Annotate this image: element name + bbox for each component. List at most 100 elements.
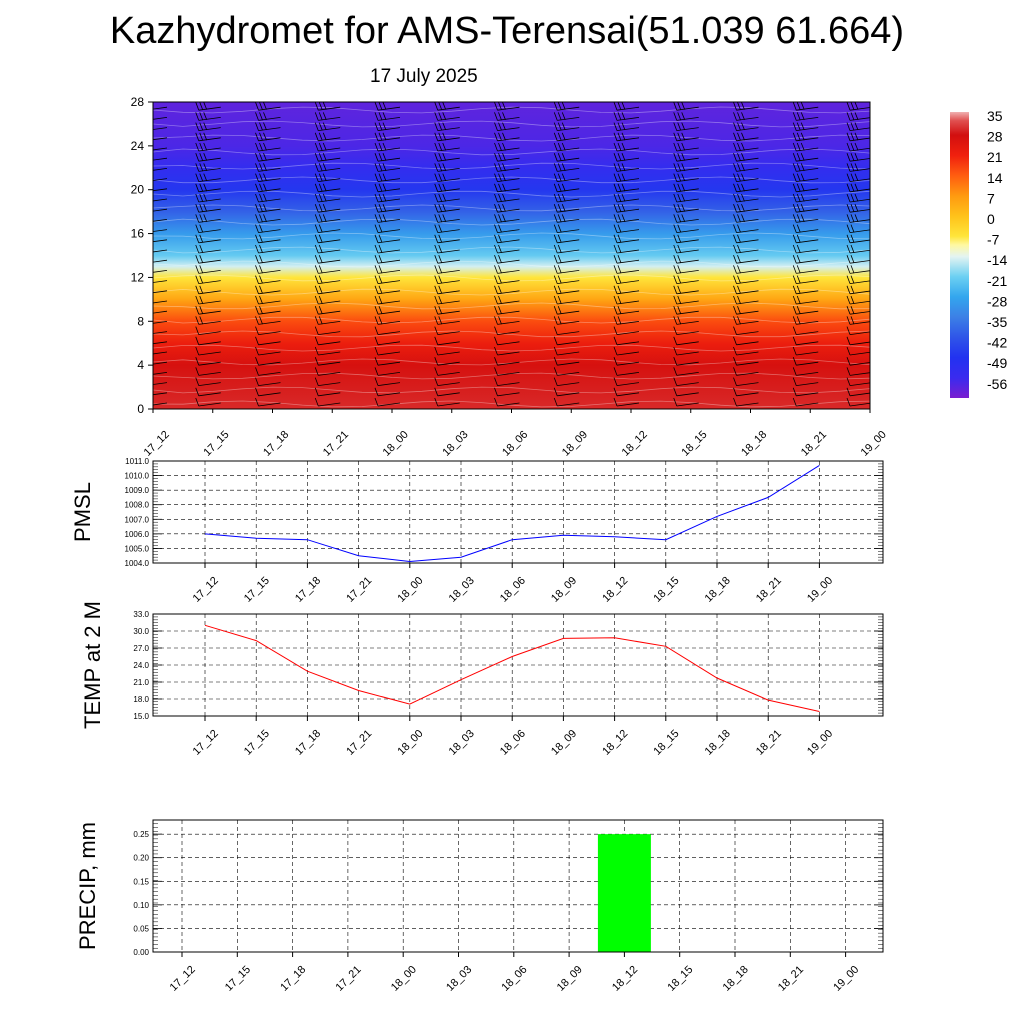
wind-barb-flag xyxy=(681,214,686,222)
wind-barb-flag xyxy=(314,102,319,111)
wind-barb-flag xyxy=(733,112,737,121)
wind-barb-flag xyxy=(850,173,855,182)
wind-barb-flag xyxy=(434,234,439,243)
wind-barb-flag xyxy=(199,183,204,192)
wind-barb xyxy=(796,351,819,356)
wind-barb-flag xyxy=(737,173,741,182)
wind-barb-flag xyxy=(438,102,443,111)
wind-barb-flag xyxy=(553,153,558,162)
wind-barb-flag xyxy=(255,255,259,264)
wind-barb xyxy=(736,351,759,356)
wind-barb-flag xyxy=(741,204,745,212)
wind-barb-flag xyxy=(498,275,502,284)
wind-barb-flag xyxy=(438,142,443,151)
wind-barb-flag xyxy=(314,234,319,243)
wind-barb-flag xyxy=(142,214,145,222)
x-tick-label: 18_15 xyxy=(665,964,695,994)
colorbar-label: -7 xyxy=(987,232,1000,248)
contour-line xyxy=(153,344,870,352)
wind-barb-flag xyxy=(263,163,267,171)
y-tick-label: 24 xyxy=(131,139,145,153)
x-tick-label: 18_15 xyxy=(679,429,709,459)
wind-barb-flag xyxy=(737,102,741,111)
wind-barb-flag xyxy=(796,193,801,202)
wind-barb-flag xyxy=(557,193,562,202)
wind-barb-flag xyxy=(255,102,259,111)
wind-barb xyxy=(437,351,460,356)
page-subtitle: 17 July 2025 xyxy=(370,66,478,87)
wind-barb-flag xyxy=(846,306,851,315)
wind-barb-flag xyxy=(314,163,319,172)
precip-bar xyxy=(597,834,651,952)
contour-line xyxy=(153,148,870,156)
wind-barb xyxy=(736,392,759,397)
wind-barb-flag xyxy=(434,173,439,182)
wind-barb-flag xyxy=(792,275,797,284)
wind-barb-flag xyxy=(792,377,797,386)
wind-barb-flag xyxy=(673,387,678,396)
wind-barb-flag xyxy=(434,275,439,284)
wind-barb-flag xyxy=(846,295,851,305)
wind-barb-flag xyxy=(733,285,737,294)
wind-barb-flag xyxy=(263,122,267,131)
wind-barb-flag xyxy=(255,214,259,223)
wind-barb-flag xyxy=(382,214,387,222)
wind-barb-flag xyxy=(255,316,259,325)
wind-barb-flag xyxy=(382,153,387,161)
wind-barb-flag xyxy=(502,142,506,151)
wind-barb-flag xyxy=(438,255,443,264)
contour-line xyxy=(153,274,870,282)
wind-barb-flag xyxy=(681,142,686,151)
wind-barb-flag xyxy=(195,336,200,345)
wind-barb-flag xyxy=(318,204,323,213)
wind-barb-flag xyxy=(142,112,145,120)
wind-barb-flag xyxy=(733,377,737,386)
wind-barb-flag xyxy=(796,163,801,172)
wind-barb-flag xyxy=(557,255,562,264)
wind-barb-flag xyxy=(195,295,200,305)
wind-barb-flag xyxy=(195,183,200,192)
wind-barb-flag xyxy=(314,295,319,305)
wind-barb-flag xyxy=(434,336,439,345)
wind-barb-flag xyxy=(613,346,618,356)
wind-barb-flag xyxy=(502,153,506,161)
wind-barb-flag xyxy=(434,326,439,335)
wind-barb-flag xyxy=(374,306,379,315)
wind-barb-flag xyxy=(442,173,447,182)
wind-barb-flag xyxy=(502,102,506,110)
wind-barb xyxy=(258,382,281,386)
wind-barb xyxy=(736,341,759,346)
wind-barb xyxy=(676,402,699,407)
wind-barb-flag xyxy=(796,204,801,213)
wind-barb-flag xyxy=(733,193,737,203)
y-tick-label: 30.0 xyxy=(133,627,149,636)
wind-barb-flag xyxy=(314,316,319,325)
colorbar-label: -49 xyxy=(987,355,1007,371)
wind-barb-flag xyxy=(557,183,562,192)
wind-barb-flag xyxy=(737,132,741,141)
wind-barb-flag xyxy=(850,132,855,141)
wind-barb-flag xyxy=(374,295,379,305)
wind-barb-flag xyxy=(378,224,383,233)
wind-barb-flag xyxy=(792,367,797,376)
y-tick-label: 12 xyxy=(131,270,145,284)
wind-barb-flag xyxy=(255,295,259,305)
x-tick-label: 18_03 xyxy=(444,964,474,994)
wind-barb-flag xyxy=(557,173,562,182)
wind-barb-flag xyxy=(255,306,259,315)
wind-barb-flag xyxy=(434,163,439,172)
wind-barb-flag xyxy=(378,285,383,294)
wind-barb-flag xyxy=(553,336,558,345)
wind-barb-flag xyxy=(553,112,558,121)
wind-barb xyxy=(198,392,221,397)
wind-barb-flag xyxy=(850,234,855,243)
wind-barb-flag xyxy=(498,224,502,233)
x-tick-label: 17_18 xyxy=(293,728,323,758)
y-tick-label: 1005.0 xyxy=(125,544,150,553)
wind-barb-flag xyxy=(553,132,558,141)
colorbar: 35 28 21 14 7 0 -7 -14 -21 -28 -35 -42 -49 -56 xyxy=(950,108,1007,398)
wind-barb xyxy=(198,372,221,376)
wind-barb-flag xyxy=(553,244,558,254)
wind-barb-flag xyxy=(442,142,447,151)
y-tick-label: 0.20 xyxy=(133,854,149,863)
